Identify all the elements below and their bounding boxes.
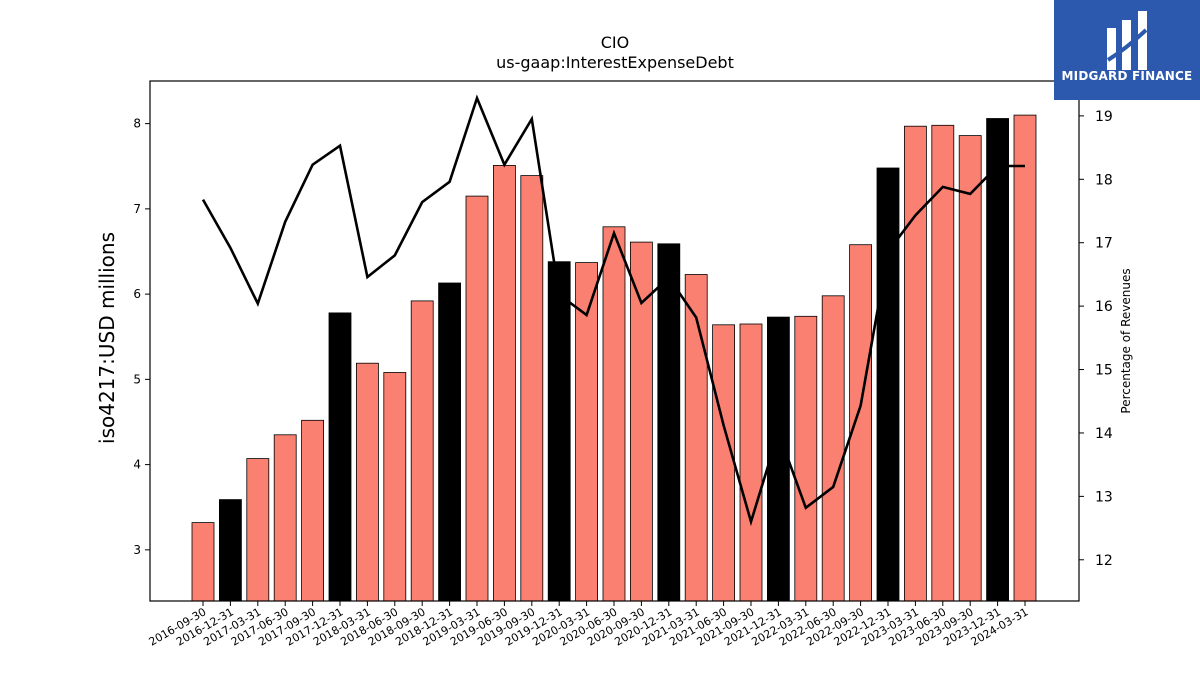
line-series: [201, 94, 1025, 527]
y-tick-label: 3: [133, 543, 141, 557]
y2-tick-label: 13: [1095, 489, 1113, 505]
bar: [657, 243, 681, 602]
bar: [492, 164, 516, 602]
right-axis-ticks: 12 13 14 15 16 17 18 19: [1079, 109, 1113, 569]
bar: [849, 244, 872, 602]
y-tick-label: 4: [133, 458, 141, 472]
line-path: [201, 94, 1025, 527]
brand-logo: MIDGARD FINANCE: [1054, 0, 1200, 100]
bar-series: [191, 114, 1037, 602]
y2-tick-label: 15: [1095, 363, 1113, 379]
bar: [876, 167, 900, 602]
y-tick-label: 7: [133, 202, 141, 216]
y2-tick-label: 18: [1095, 172, 1113, 188]
bar: [246, 458, 270, 602]
bar: [301, 419, 325, 602]
bar: [712, 324, 735, 602]
bar: [958, 135, 982, 602]
y-tick-label: 8: [133, 117, 141, 131]
y-tick-label: 5: [133, 372, 141, 386]
bar: [191, 522, 215, 602]
bar: [383, 372, 407, 602]
y-axis-label: iso4217:USD millions: [95, 232, 119, 444]
left-axis-ticks: 3 4 5 6 7 8: [133, 117, 150, 557]
bar: [355, 362, 379, 602]
y2-tick-label: 19: [1095, 109, 1113, 125]
bar: [328, 312, 352, 602]
bar: [794, 315, 818, 602]
x-axis-ticks: 2016-09-302016-12-312017-03-312017-06-30…: [147, 601, 1031, 649]
y2-tick-label: 16: [1095, 299, 1113, 315]
bar: [904, 125, 927, 602]
bar: [410, 300, 434, 602]
bar: [821, 295, 845, 602]
y2-tick-label: 17: [1095, 236, 1113, 252]
bar: [739, 323, 763, 602]
chart-title: CIO: [601, 33, 629, 52]
y2-tick-label: 14: [1095, 426, 1113, 442]
bar: [520, 175, 544, 602]
y2-axis-label: Percentage of Revenues: [1119, 268, 1133, 413]
brand-name: MIDGARD FINANCE: [1061, 69, 1193, 83]
bar: [547, 261, 571, 602]
bar: [684, 274, 708, 602]
chart-subtitle: us-gaap:InterestExpenseDebt: [496, 53, 734, 72]
bar: [602, 226, 626, 602]
y-tick-label: 6: [133, 287, 141, 301]
bar: [438, 282, 462, 602]
y2-tick-label: 12: [1095, 553, 1113, 569]
bar: [1013, 114, 1037, 602]
bar: [218, 499, 242, 602]
bar: [273, 434, 297, 602]
bar: [986, 118, 1009, 602]
logo-mark-icon: [1106, 11, 1148, 70]
bar: [465, 195, 489, 602]
